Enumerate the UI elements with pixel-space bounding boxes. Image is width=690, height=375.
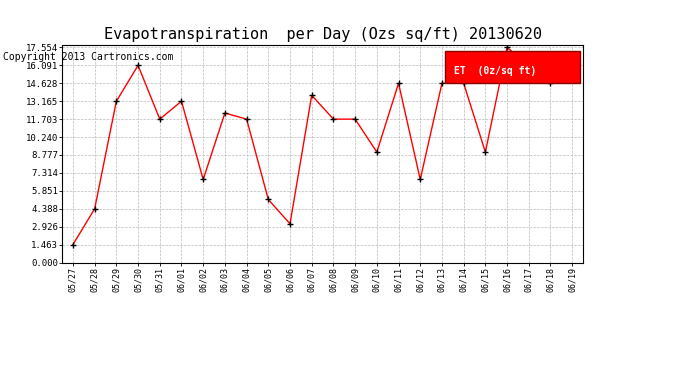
Text: ET  (0z/sq ft): ET (0z/sq ft) bbox=[454, 66, 536, 76]
Title: Evapotranspiration  per Day (Ozs sq/ft) 20130620: Evapotranspiration per Day (Ozs sq/ft) 2… bbox=[104, 27, 542, 42]
Text: Copyright 2013 Cartronics.com: Copyright 2013 Cartronics.com bbox=[3, 52, 174, 62]
